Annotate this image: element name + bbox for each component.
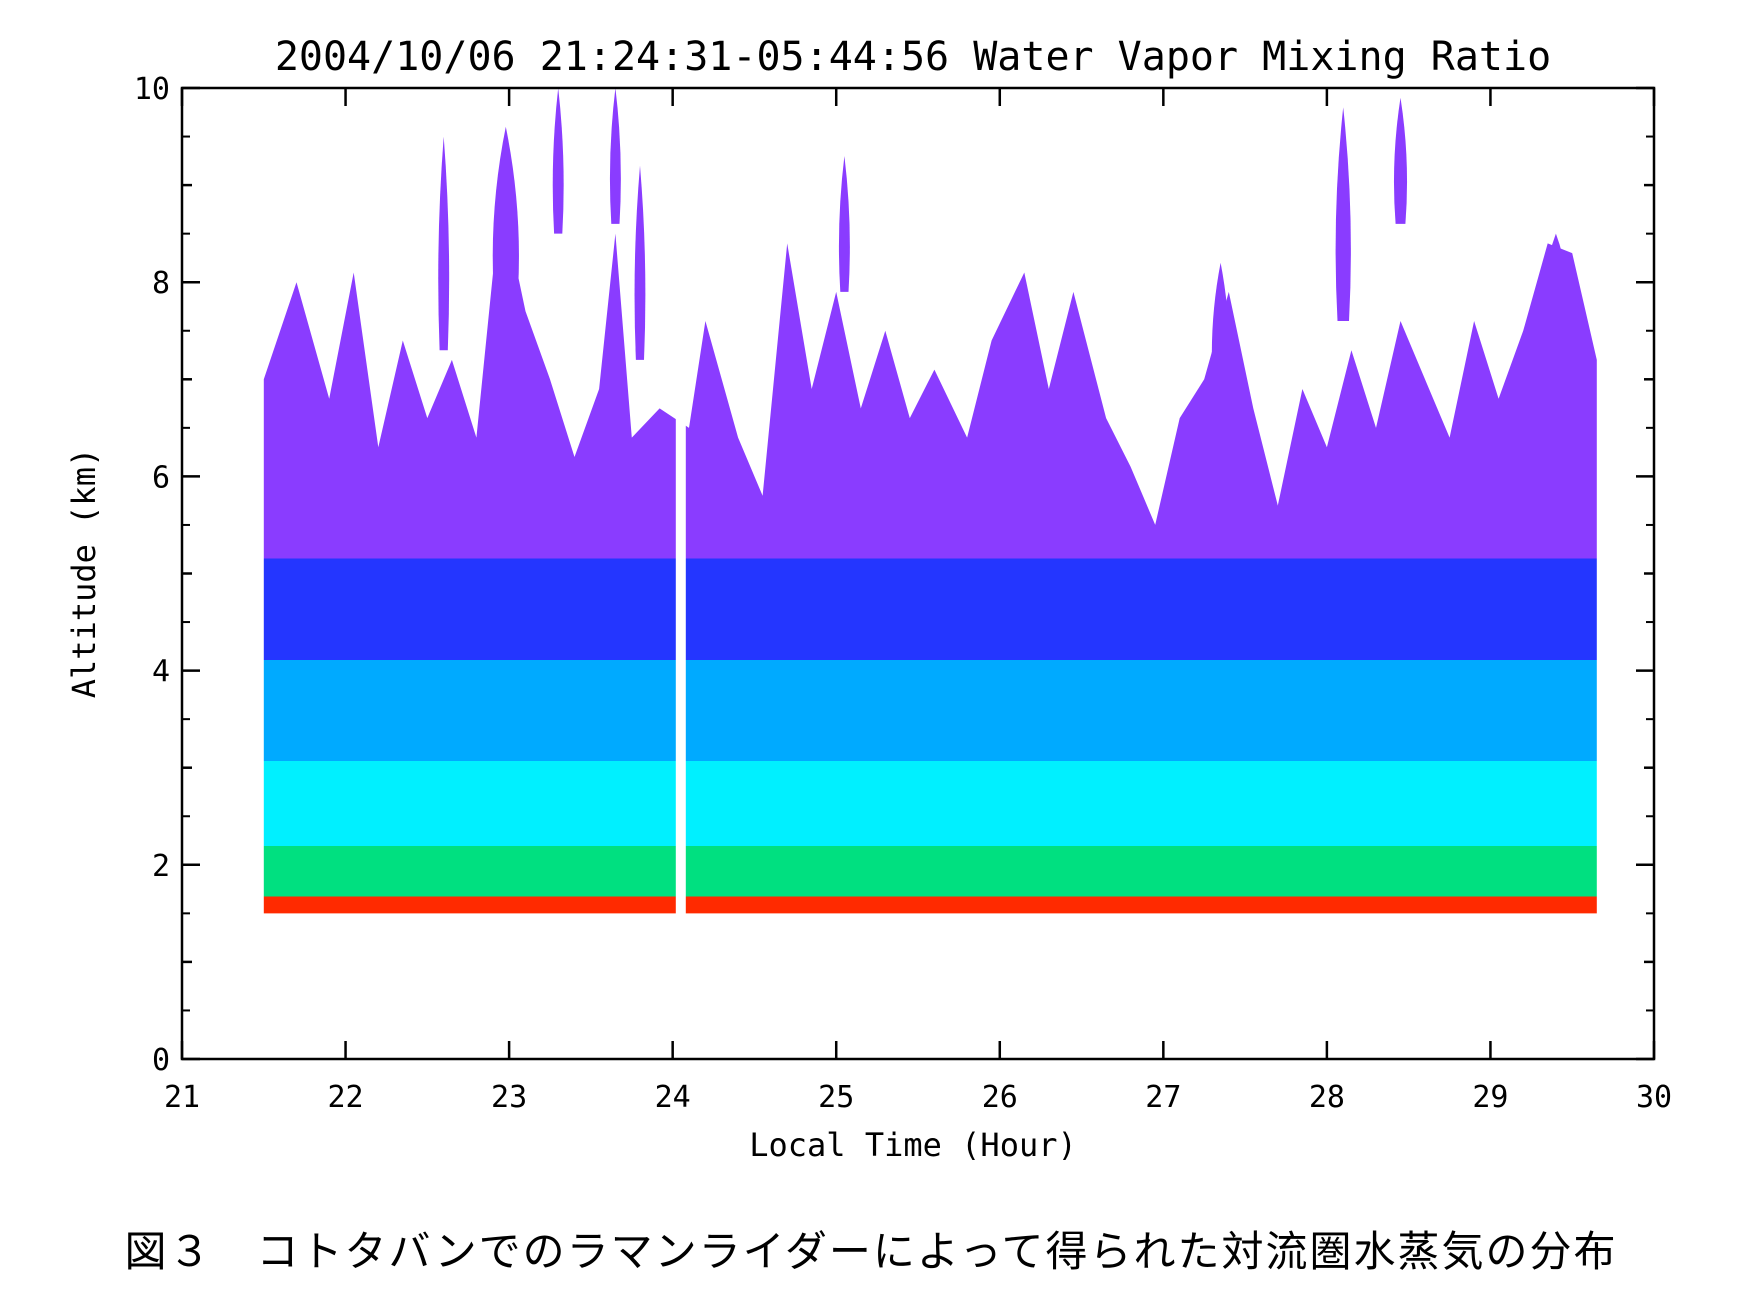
y-tick-label-6: 6 [152,460,170,495]
vapor-plume-3 [609,88,621,224]
y-tick-label-8: 8 [152,266,170,301]
figure-caption: 図３ コトタバンでのラマンライダーによって得られた対流圏水蒸気の分布 [124,1227,1618,1276]
x-tick-label-22: 22 [327,1080,363,1115]
y-tick-label-0: 0 [152,1043,170,1078]
data-gap [675,88,686,916]
y-tick-label-4: 4 [152,655,170,690]
y-tick-label-10: 10 [134,72,170,107]
x-axis-label: Local Time (Hour) [749,1126,1077,1164]
vapor-plume-2 [552,88,564,234]
vapor-plume-4 [634,165,646,360]
vapor-plume-7 [1335,107,1351,322]
x-tick-label-23: 23 [491,1080,527,1115]
x-tick-label-21: 21 [164,1080,200,1115]
y-tick-label-2: 2 [152,849,170,884]
vapor-plume-6 [1211,262,1230,399]
vapor-plume-5 [838,156,850,292]
x-tick-label-26: 26 [982,1080,1018,1115]
x-tick-label-24: 24 [655,1080,691,1115]
chart-title: 2004/10/06 21:24:31-05:44:56 Water Vapor… [275,34,1551,80]
y-axis-label: Altitude (km) [65,448,103,698]
x-tick-label-30: 30 [1636,1080,1672,1115]
x-tick-label-28: 28 [1309,1080,1345,1115]
vapor-plume-9 [1544,233,1567,321]
vapor-plume-1 [492,126,519,321]
x-tick-label-27: 27 [1145,1080,1181,1115]
vapor-field [263,194,1597,914]
vapor-plume-0 [438,136,450,351]
x-tick-label-25: 25 [818,1080,854,1115]
vapor-plume-8 [1393,97,1408,224]
heatmap-data [263,88,1597,916]
x-tick-label-29: 29 [1472,1080,1508,1115]
